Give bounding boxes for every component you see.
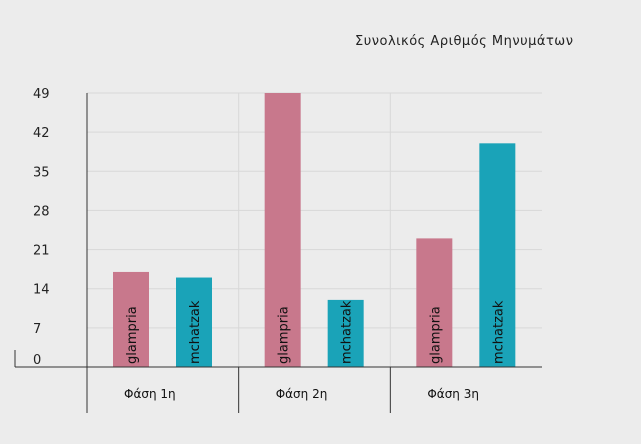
y-tick-label-2: 14 [33, 283, 50, 298]
bar-label-glampria-2: glampria [428, 306, 443, 364]
y-tick-label-5: 35 [33, 165, 50, 180]
chart-title: Συνολικός Αριθμός Μηνυμάτων [355, 34, 574, 49]
bar-mchatzak-0 [176, 277, 212, 367]
bar-glampria-1 [264, 93, 301, 367]
bar-mchatzak-2 [479, 143, 516, 367]
y-tick-label-3: 21 [33, 244, 50, 259]
bar-mchatzak-1 [327, 299, 364, 367]
bar-glampria-0 [113, 271, 149, 367]
y-tick-label-4: 28 [33, 204, 50, 219]
bar-label-mchatzak-0: mchatzak [188, 300, 203, 364]
y-tick-label-7: 49 [33, 87, 50, 102]
bar-label-glampria-1: glampria [277, 306, 292, 364]
bar-label-glampria-0: glampria [125, 306, 140, 364]
bar-label-mchatzak-1: mchatzak [340, 300, 355, 364]
y-tick-label-1: 7 [33, 322, 41, 337]
y-tick-label-0: 0 [33, 353, 41, 368]
y-tick-label-6: 42 [33, 126, 50, 141]
x-category-label-0: Φάση 1η [124, 387, 176, 401]
x-category-label-1: Φάση 2η [276, 387, 328, 401]
bar-glampria-2 [416, 238, 453, 367]
x-category-label-2: Φάση 3η [427, 387, 479, 401]
bar-label-mchatzak-2: mchatzak [491, 300, 506, 364]
